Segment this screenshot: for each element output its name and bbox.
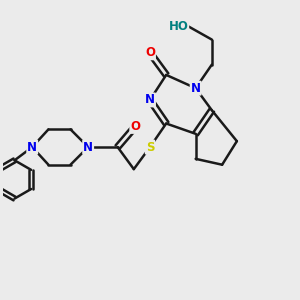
- Text: N: N: [145, 93, 155, 106]
- Text: O: O: [130, 120, 140, 133]
- Text: S: S: [146, 141, 154, 154]
- Text: N: N: [83, 141, 93, 154]
- Text: HO: HO: [168, 20, 188, 33]
- Text: N: N: [190, 82, 201, 95]
- Text: O: O: [145, 46, 155, 59]
- Text: N: N: [27, 141, 37, 154]
